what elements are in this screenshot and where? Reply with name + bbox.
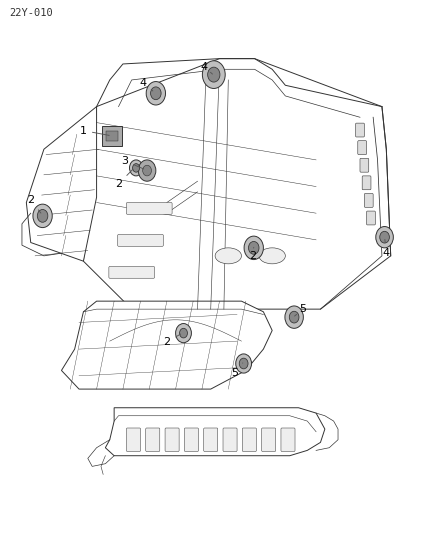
Circle shape: [248, 241, 258, 254]
Text: 4: 4: [382, 239, 389, 258]
Circle shape: [138, 160, 155, 181]
Circle shape: [37, 209, 48, 222]
Circle shape: [142, 165, 151, 176]
Circle shape: [175, 324, 191, 343]
FancyBboxPatch shape: [126, 203, 172, 214]
Circle shape: [179, 328, 187, 338]
Text: 2: 2: [163, 334, 180, 347]
FancyBboxPatch shape: [126, 428, 140, 451]
FancyBboxPatch shape: [364, 193, 372, 207]
Ellipse shape: [215, 248, 241, 264]
Circle shape: [379, 231, 389, 243]
Polygon shape: [83, 59, 390, 309]
FancyBboxPatch shape: [361, 176, 370, 190]
Text: 22Y-010: 22Y-010: [9, 8, 53, 18]
Text: 2: 2: [248, 247, 255, 261]
Ellipse shape: [258, 248, 285, 264]
FancyBboxPatch shape: [242, 428, 256, 451]
Circle shape: [132, 164, 139, 172]
FancyBboxPatch shape: [223, 428, 237, 451]
FancyBboxPatch shape: [203, 428, 217, 451]
Text: 5: 5: [294, 304, 306, 316]
Circle shape: [129, 160, 142, 176]
FancyBboxPatch shape: [109, 266, 154, 278]
FancyBboxPatch shape: [366, 211, 374, 225]
Polygon shape: [61, 301, 272, 389]
FancyBboxPatch shape: [355, 123, 364, 137]
Circle shape: [150, 87, 161, 100]
Text: 1: 1: [80, 126, 109, 135]
Polygon shape: [26, 107, 96, 261]
Polygon shape: [105, 408, 324, 456]
FancyBboxPatch shape: [359, 158, 368, 172]
FancyBboxPatch shape: [165, 428, 179, 451]
FancyBboxPatch shape: [280, 428, 294, 451]
Text: 2: 2: [27, 195, 41, 213]
Circle shape: [284, 306, 303, 328]
Circle shape: [375, 227, 392, 248]
Circle shape: [235, 354, 251, 373]
FancyBboxPatch shape: [357, 141, 366, 155]
Text: 2: 2: [115, 169, 133, 189]
Circle shape: [207, 67, 219, 82]
Bar: [106, 131, 117, 141]
Circle shape: [239, 358, 247, 369]
Circle shape: [244, 236, 263, 260]
Circle shape: [33, 204, 52, 228]
FancyBboxPatch shape: [261, 428, 275, 451]
Circle shape: [146, 82, 165, 105]
Circle shape: [289, 311, 298, 323]
Text: 4: 4: [200, 62, 212, 74]
Circle shape: [202, 61, 225, 88]
FancyBboxPatch shape: [184, 428, 198, 451]
FancyBboxPatch shape: [145, 428, 159, 451]
Text: 5: 5: [231, 363, 242, 378]
FancyBboxPatch shape: [117, 235, 163, 246]
Bar: [102, 126, 121, 146]
Text: 3: 3: [121, 156, 143, 169]
Text: 4: 4: [139, 78, 152, 91]
